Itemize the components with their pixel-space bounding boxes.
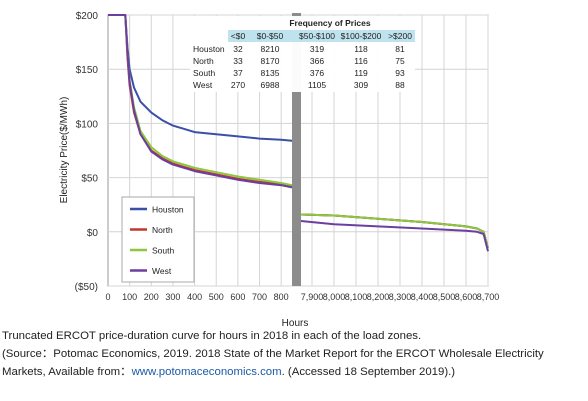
- caption-line-3-suffix: . (Accessed 18 September 2019).): [281, 366, 456, 378]
- x-tick-label: 8,600: [455, 292, 478, 302]
- x-tick-label: 300: [165, 292, 180, 302]
- y-tick-label: $200: [76, 11, 99, 22]
- y-tick-label: $100: [76, 119, 99, 130]
- frequency-table-cell: 33: [233, 56, 243, 66]
- frequency-table-column-header: <$0: [231, 31, 246, 41]
- frequency-table-zone-label: South: [193, 68, 215, 78]
- legend-label-west: West: [152, 266, 172, 276]
- x-tick-label: 500: [209, 292, 224, 302]
- frequency-table-cell: 6988: [261, 80, 280, 90]
- price-duration-chart: $200 $150 $100 $50 $0 ($50) 0 100 200 300 400 500 60…: [59, 11, 500, 329]
- frequency-table-cell: 118: [354, 44, 368, 54]
- frequency-table-cell: 8135: [261, 68, 280, 78]
- frequency-table-cell: 75: [395, 56, 405, 66]
- frequency-table-cell: 366: [310, 56, 324, 66]
- axis-break-bar: [292, 13, 301, 286]
- x-tick-label: 7,900: [301, 292, 324, 302]
- frequency-table-cell: 8210: [261, 44, 280, 54]
- frequency-table-cell: 81: [395, 44, 405, 54]
- caption-line-1: Truncated ERCOT price-duration curve for…: [2, 330, 422, 342]
- frequency-table-zone-label: West: [193, 80, 213, 90]
- frequency-table-zone-label: Houston: [193, 44, 225, 54]
- x-tick-label: 8,300: [389, 292, 412, 302]
- x-tick-label: 200: [144, 292, 159, 302]
- x-tick-label: 8,200: [367, 292, 390, 302]
- x-tick-label: 800: [274, 292, 289, 302]
- frequency-table-title: Frequency of Prices: [289, 18, 371, 28]
- caption-line-2: (Source：Potomac Economics, 2019. 2018 St…: [2, 348, 544, 360]
- frequency-table-cell: 309: [354, 80, 368, 90]
- x-tick-label: 8,000: [323, 292, 346, 302]
- frequency-table-column-header: $100-$200: [341, 31, 382, 41]
- frequency-table-cell: 8170: [261, 56, 280, 66]
- frequency-table-header-bg: [228, 30, 415, 42]
- x-tick-label: 100: [122, 292, 137, 302]
- frequency-table-column-header: $0-$50: [257, 31, 284, 41]
- x-tick-label: 600: [230, 292, 245, 302]
- frequency-table-cell: 270: [231, 80, 245, 90]
- series-line-west-right: [300, 220, 489, 252]
- x-tick-label: 700: [252, 292, 267, 302]
- frequency-table-bg: [190, 16, 415, 92]
- y-tick-label: $0: [87, 228, 99, 239]
- caption-line-3: Markets, Available from：www.potomacecono…: [2, 363, 586, 381]
- y-tick-label: $150: [76, 65, 99, 76]
- y-axis-title: Electricity Price($/MWh): [59, 97, 70, 204]
- legend-box: [121, 196, 195, 283]
- frequency-table-cell: 37: [233, 68, 243, 78]
- y-tick-label: ($50): [75, 282, 98, 293]
- frequency-table-zone-label: North: [193, 56, 214, 66]
- series-line-west-left: [108, 14, 293, 189]
- x-tick-label: 400: [187, 292, 202, 302]
- frequency-table-column-header: >$200: [388, 31, 412, 41]
- x-axis-title: Hours: [282, 318, 309, 329]
- x-tick-label: 0: [105, 292, 110, 302]
- frequency-table-column-header: $50-$100: [299, 31, 335, 41]
- figure-caption: Truncated ERCOT price-duration curve for…: [2, 327, 586, 381]
- frequency-table-cell: 119: [354, 68, 368, 78]
- y-tick-label: $50: [81, 174, 98, 185]
- x-tick-label: 8,500: [433, 292, 456, 302]
- frequency-table-cell: 88: [395, 80, 405, 90]
- frequency-table-cell: 93: [395, 68, 405, 78]
- legend-label-houston: Houston: [152, 205, 184, 215]
- x-tick-label: 8,400: [411, 292, 434, 302]
- frequency-table-cell: 1105: [308, 80, 327, 90]
- legend-label-north: North: [152, 225, 173, 235]
- frequency-table-cell: 116: [354, 56, 368, 66]
- legend-label-south: South: [152, 246, 174, 256]
- caption-line-3-prefix: Markets, Available from：: [2, 366, 132, 378]
- frequency-table-cell: 376: [310, 68, 324, 78]
- x-tick-label: 8,100: [345, 292, 368, 302]
- x-tick-label: 8,700: [477, 292, 500, 302]
- source-link[interactable]: www.potomaceconomics.com: [131, 366, 282, 378]
- frequency-table-cell: 32: [233, 44, 243, 54]
- series-line-south-right: [300, 213, 489, 249]
- frequency-table-cell: 319: [310, 44, 324, 54]
